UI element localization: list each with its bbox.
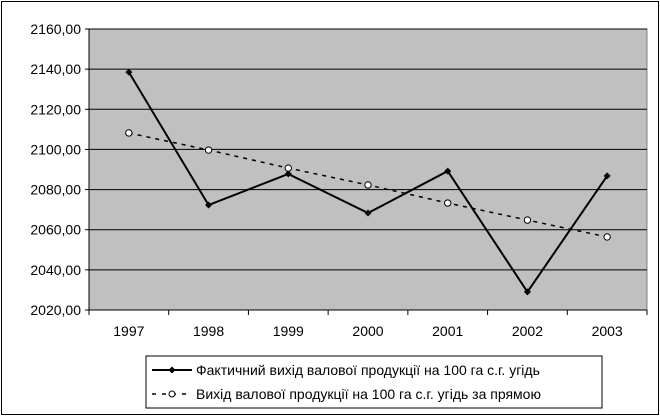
data-point-trend (204, 146, 213, 154)
data-point-actual (205, 201, 213, 209)
data-point-actual (284, 170, 292, 178)
y-tick-label: 2160,00 (30, 21, 81, 37)
y-tick-label: 2080,00 (30, 182, 81, 198)
data-point-actual (364, 209, 372, 217)
y-tick-label: 2100,00 (30, 141, 81, 157)
legend-marker (168, 390, 176, 398)
data-point-trend (364, 181, 372, 189)
data-point-actual (444, 167, 452, 175)
data-point-actual (603, 172, 611, 180)
y-tick-label: 2060,00 (30, 222, 81, 238)
y-tick-label: 2020,00 (30, 302, 81, 318)
x-tick-label: 2002 (512, 323, 543, 339)
data-point-trend (284, 164, 292, 172)
x-tick-label: 2001 (432, 323, 463, 339)
legend-label: Фактичний вихід валової продукції на 100… (196, 362, 540, 378)
y-tick-label: 2140,00 (30, 61, 81, 77)
y-tick-label: 2120,00 (30, 101, 81, 117)
data-point-actual (523, 288, 531, 296)
x-tick-label: 1997 (113, 323, 144, 339)
y-tick-label: 2040,00 (30, 262, 81, 278)
legend-box (145, 355, 603, 409)
data-point-trend (523, 216, 532, 224)
plot-area (88, 28, 648, 311)
data-point-trend (444, 199, 452, 207)
x-tick-label: 1998 (193, 323, 224, 339)
x-tick-label: 2003 (592, 323, 623, 339)
data-point-actual (125, 68, 133, 76)
x-tick-label: 2000 (352, 323, 383, 339)
legend-label: Вихід валової продукції на 100 га с.г. у… (196, 386, 541, 402)
data-point-trend (125, 129, 133, 137)
legend-marker (168, 366, 176, 374)
data-point-trend (603, 233, 611, 241)
x-tick-label: 1999 (273, 323, 304, 339)
